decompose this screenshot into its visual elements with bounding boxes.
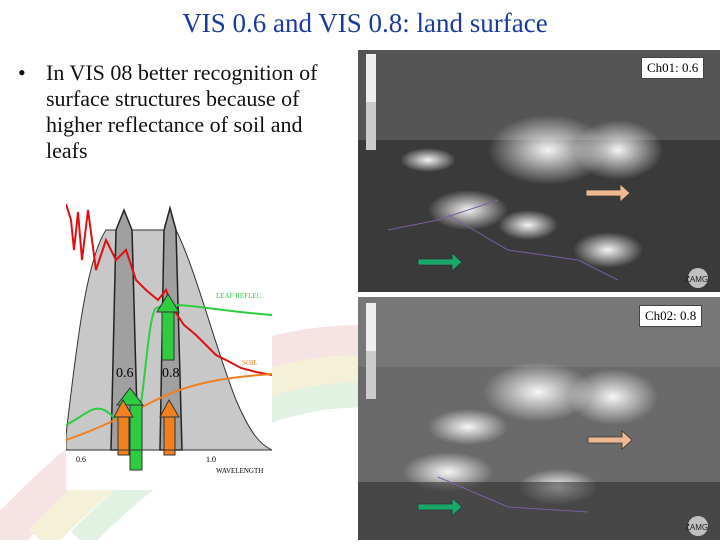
channel-label-ch01: Ch01: 0.6 (641, 57, 705, 79)
axis-tick-1: 1.0 (206, 455, 216, 464)
channel-label-ch02: Ch02: 0.8 (639, 305, 703, 327)
bullet-text: In VIS 08 better recognition of surface … (46, 60, 318, 163)
bullet-point: • In VIS 08 better recognition of surfac… (18, 60, 348, 164)
zamg-logo-2: ZAMG (685, 523, 708, 532)
band-label-0.6: 0.6 (116, 366, 134, 381)
axis-tick-0: 0.6 (76, 455, 86, 464)
band-label-0.8: 0.8 (162, 366, 180, 381)
slide-title: VIS 0.6 and VIS 0.8: land surface (182, 8, 548, 38)
zamg-logo-1: ZAMG (685, 275, 708, 284)
soil-curve-label: SOIL (242, 359, 258, 367)
spectral-response-figure: LEAF REFLEC SOIL 0.6 1.0 WAVELENGTH 0.6 … (65, 200, 273, 490)
axis-tick-2: WAVELENGTH (216, 467, 263, 475)
satellite-image-ch01: ZAMG Ch01: 0.6 (358, 50, 720, 292)
satellite-image-ch02: ZAMG Ch02: 0.8 (358, 297, 720, 540)
leaf-curve-label: LEAF REFLEC (216, 292, 262, 300)
bullet-marker: • (18, 60, 26, 85)
